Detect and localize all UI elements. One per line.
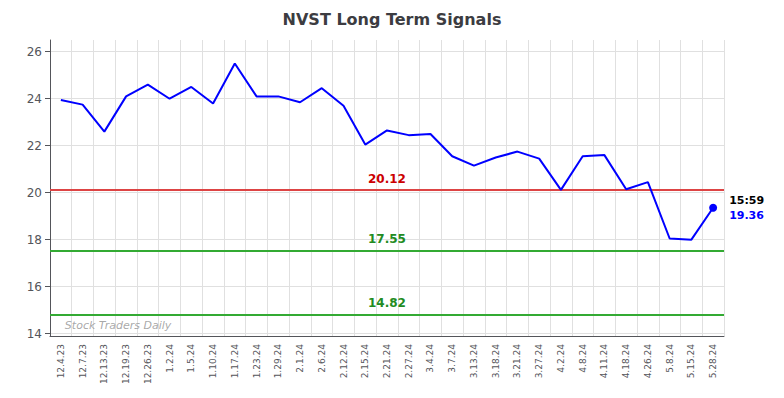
svg-text:18: 18 [27,233,42,247]
svg-text:22: 22 [27,139,42,153]
svg-text:5.15.24: 5.15.24 [686,344,696,379]
svg-text:Stock Traders Daily: Stock Traders Daily [65,319,172,332]
svg-text:2.27.24: 2.27.24 [404,344,414,379]
svg-text:1.2.24: 1.2.24 [165,344,175,373]
svg-text:17.55: 17.55 [368,232,406,246]
svg-text:4.8.24: 4.8.24 [578,344,588,373]
svg-text:3.27.24: 3.27.24 [534,344,544,379]
svg-text:2.15.24: 2.15.24 [360,344,370,379]
svg-text:3.4.24: 3.4.24 [425,344,435,373]
svg-text:19.36: 19.36 [729,209,764,222]
svg-text:2.12.24: 2.12.24 [339,344,349,379]
svg-text:1.23.24: 1.23.24 [252,344,262,379]
svg-text:5.8.24: 5.8.24 [665,344,675,373]
svg-text:1.5.24: 1.5.24 [186,344,196,373]
svg-text:4.18.24: 4.18.24 [621,344,631,379]
svg-text:15:59: 15:59 [729,194,764,207]
svg-text:12.7.23: 12.7.23 [78,344,88,378]
svg-text:2.6.24: 2.6.24 [317,344,327,373]
svg-text:14: 14 [27,327,42,341]
svg-text:12.4.23: 12.4.23 [56,344,66,378]
svg-text:1.17.24: 1.17.24 [230,344,240,379]
svg-text:26: 26 [27,45,42,59]
svg-text:4.2.24: 4.2.24 [556,344,566,373]
svg-text:20: 20 [27,186,42,200]
svg-text:1.10.24: 1.10.24 [208,344,218,379]
svg-text:4.11.24: 4.11.24 [599,344,609,379]
svg-text:4.26.24: 4.26.24 [643,344,653,379]
svg-text:20.12: 20.12 [368,172,406,186]
svg-text:NVST Long Term Signals: NVST Long Term Signals [283,10,502,29]
svg-text:3.18.24: 3.18.24 [491,344,501,379]
svg-text:24: 24 [27,92,42,106]
svg-text:1.29.24: 1.29.24 [273,344,283,379]
svg-text:3.21.24: 3.21.24 [512,344,522,379]
svg-text:2.21.24: 2.21.24 [382,344,392,379]
svg-text:3.13.24: 3.13.24 [469,344,479,379]
svg-text:12.19.23: 12.19.23 [121,344,131,384]
svg-text:5.28.24: 5.28.24 [708,344,718,379]
svg-text:14.82: 14.82 [368,296,406,310]
svg-text:12.13.23: 12.13.23 [99,344,109,384]
svg-text:12.26.23: 12.26.23 [143,344,153,384]
svg-text:2.1.24: 2.1.24 [295,344,305,373]
svg-text:16: 16 [27,280,42,294]
svg-text:3.7.24: 3.7.24 [447,344,457,373]
